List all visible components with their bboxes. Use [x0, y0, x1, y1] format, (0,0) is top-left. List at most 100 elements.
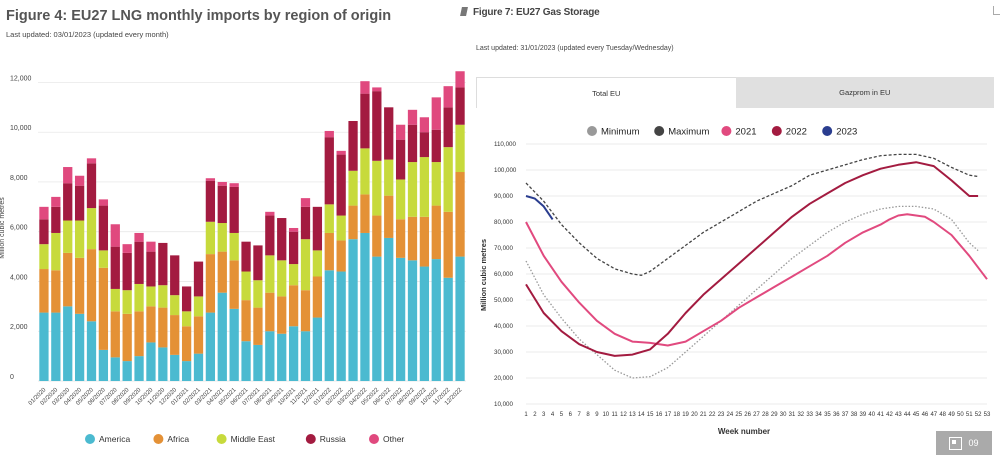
x-tick-label: 48: [939, 412, 946, 418]
bar-russia: [419, 132, 430, 158]
y-tick-label: 6,000: [10, 225, 28, 232]
bar-africa: [98, 267, 109, 350]
y-tick-label: 110,000: [494, 141, 516, 148]
bar-other: [110, 224, 120, 247]
y-axis-label: Million cubic metres: [0, 197, 6, 259]
x-tick-label: 39: [860, 412, 867, 418]
x-tick-label: 29: [771, 412, 778, 418]
bar-america: [419, 266, 430, 381]
bar-middle-east: [300, 239, 311, 291]
y-tick-label: 90,000: [494, 193, 513, 200]
bar-russia: [360, 93, 370, 149]
bar-middle-east: [372, 160, 382, 216]
bar-america: [312, 317, 323, 381]
y-tick-label: 10,000: [10, 125, 32, 132]
bar-africa: [324, 232, 334, 271]
y-tick-label: 50,000: [494, 297, 513, 304]
tab-total-eu[interactable]: Total EU: [476, 77, 736, 108]
x-tick-label: 11: [612, 412, 619, 418]
bar-africa: [193, 316, 204, 354]
tab-gazprom-in-eu[interactable]: Gazprom in EU: [735, 77, 994, 108]
bar-america: [395, 257, 406, 381]
bar-africa: [86, 249, 97, 322]
legend-label: 2021: [735, 127, 756, 138]
bar-russia: [241, 241, 251, 272]
bar-africa: [431, 205, 441, 260]
x-tick-label: 44: [904, 412, 911, 418]
bar-america: [158, 347, 168, 381]
page-number: 09: [968, 438, 979, 448]
legend-label: America: [99, 434, 130, 444]
bar-other: [288, 227, 299, 232]
bar-middle-east: [217, 223, 227, 252]
bar-america: [253, 344, 263, 381]
bar-middle-east: [419, 157, 430, 217]
x-tick-label: 52: [975, 412, 982, 418]
bar-russia: [312, 206, 323, 251]
bar-america: [86, 321, 97, 381]
x-tick-label: 26: [744, 412, 751, 418]
bar-russia: [205, 180, 216, 222]
x-tick-label: 10: [602, 412, 609, 418]
bar-russia: [443, 107, 453, 148]
bar-other: [372, 87, 382, 92]
x-tick-label: 47: [930, 412, 937, 418]
x-tick-label: 43: [895, 412, 902, 418]
bar-russia: [74, 185, 85, 221]
bar-america: [181, 361, 192, 381]
bar-africa: [229, 260, 239, 309]
bar-russia: [372, 91, 382, 161]
bar-middle-east: [443, 147, 453, 212]
bar-africa: [134, 311, 144, 357]
legend-label: Africa: [167, 434, 189, 444]
bar-africa: [288, 285, 299, 327]
bar-america: [324, 270, 334, 381]
bar-other: [39, 206, 49, 220]
x-tick-label: 21: [700, 412, 707, 418]
x-tick-label: 35: [824, 412, 831, 418]
bar-russia: [39, 219, 49, 245]
bar-russia: [193, 261, 204, 297]
bar-america: [134, 356, 144, 381]
bar-america: [241, 341, 251, 381]
bar-america: [372, 256, 382, 381]
x-tick-label: 18: [673, 412, 680, 418]
bar-america: [146, 342, 156, 381]
bar-africa: [360, 194, 370, 233]
bar-russia: [336, 154, 346, 216]
x-tick-label: 9: [595, 412, 599, 418]
bar-russia: [51, 206, 61, 233]
bar-russia: [170, 255, 180, 296]
x-tick-label: 45: [913, 412, 920, 418]
bar-russia: [277, 218, 287, 261]
x-tick-label: 37: [842, 412, 849, 418]
bar-middle-east: [384, 159, 394, 196]
bar-america: [455, 256, 465, 381]
bar-america: [265, 331, 275, 381]
y-tick-label: 4,000: [10, 274, 28, 281]
bar-america: [288, 326, 299, 381]
x-tick-label: 20: [691, 412, 698, 418]
legend-marker: [822, 126, 833, 136]
legend-marker: [369, 434, 379, 444]
bar-other: [324, 130, 334, 138]
y-tick-label: 0: [10, 374, 14, 381]
bar-america: [170, 354, 180, 381]
bar-america: [300, 331, 311, 381]
x-tick-label: 30: [780, 412, 787, 418]
bar-other: [74, 175, 85, 186]
bar-america: [407, 260, 418, 381]
x-tick-label: 50: [957, 412, 964, 418]
bar-russia: [146, 251, 156, 287]
bar-america: [348, 239, 358, 381]
bar-russia: [134, 241, 144, 284]
storage-tabs: Total EU Gazprom in EU: [476, 77, 994, 108]
x-tick-label: 53: [984, 412, 991, 418]
bar-middle-east: [86, 208, 97, 250]
bar-america: [98, 349, 109, 381]
bar-america: [431, 259, 441, 381]
bar-middle-east: [63, 220, 73, 253]
legend-marker: [305, 434, 316, 444]
x-tick-label: 13: [629, 412, 636, 418]
bar-other: [455, 71, 465, 88]
